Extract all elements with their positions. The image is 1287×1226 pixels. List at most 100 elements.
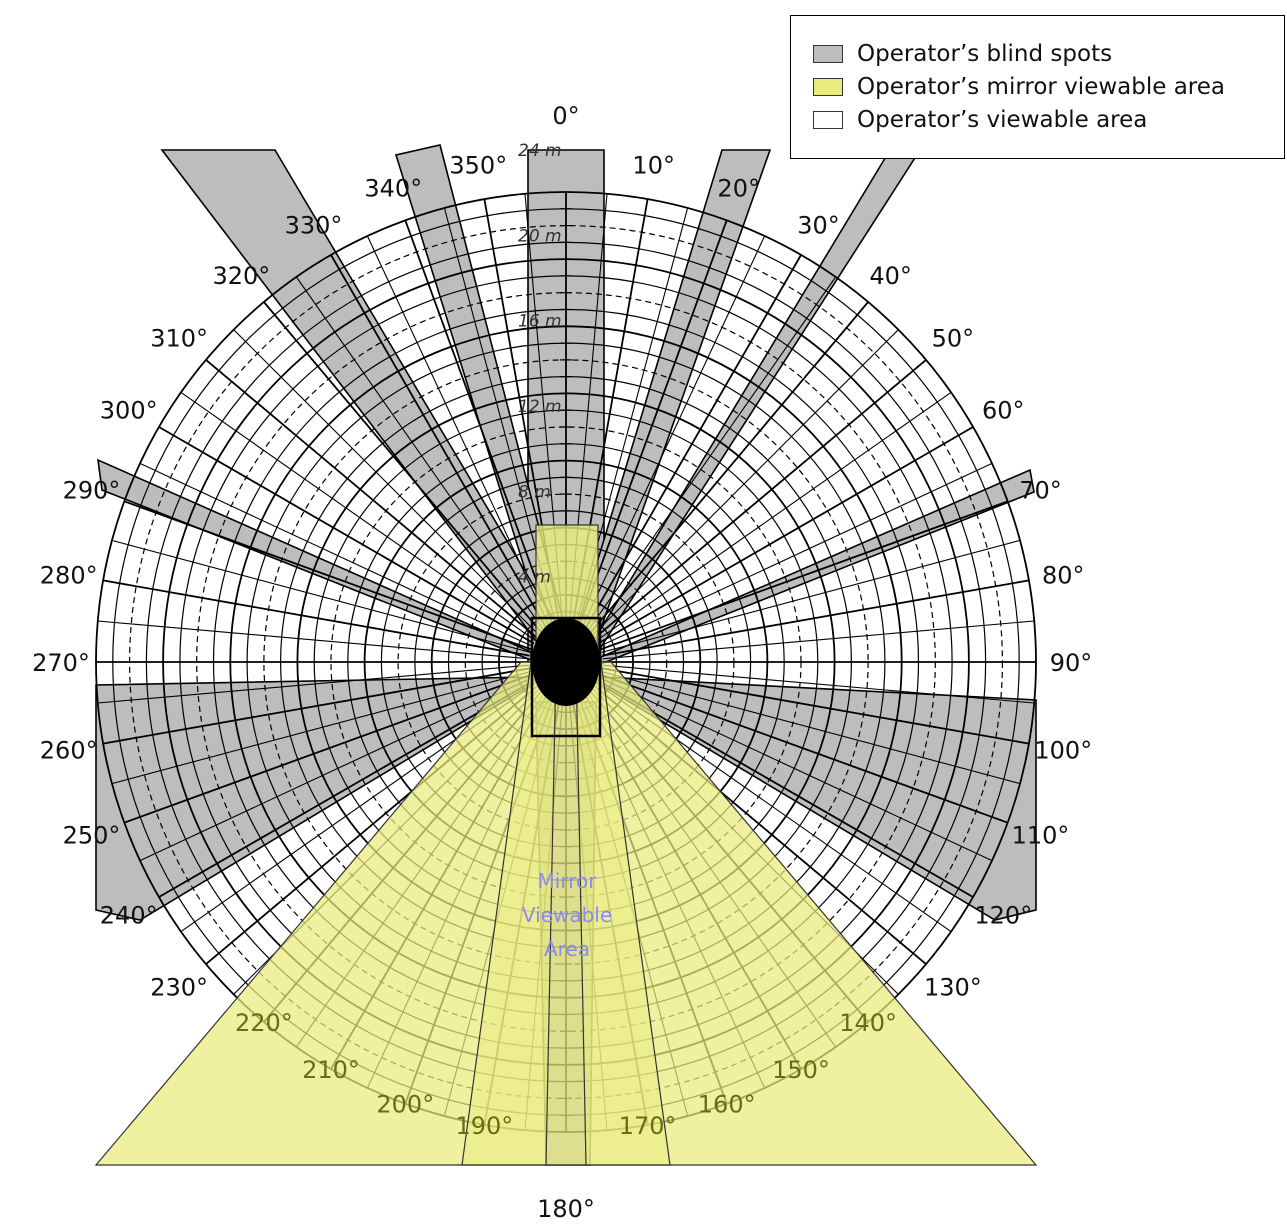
radial-line bbox=[139, 462, 533, 647]
radial-line bbox=[599, 462, 993, 647]
legend-label: Operator’s viewable area bbox=[857, 107, 1148, 133]
angle-label: 180° bbox=[537, 1195, 595, 1223]
angle-labels: 0° 10° 20° 30° 40° 50° 60° 70° 80° 90° 100° 110° 120… bbox=[32, 102, 1092, 1223]
angle-label: 230° bbox=[150, 974, 208, 1002]
angle-label: 210° bbox=[302, 1056, 360, 1084]
radial-line bbox=[366, 235, 551, 629]
radial-line bbox=[600, 500, 1009, 651]
radius-label: 20 m bbox=[518, 226, 562, 246]
angle-label: 90° bbox=[1050, 649, 1093, 677]
radial-line bbox=[583, 254, 802, 631]
angle-label: 120° bbox=[974, 902, 1032, 930]
mirror-viewable-swatch bbox=[813, 78, 843, 96]
angle-label: 10° bbox=[632, 152, 675, 180]
angle-label: 330° bbox=[285, 212, 343, 240]
angle-label: 280° bbox=[40, 561, 98, 589]
angle-label: 310° bbox=[150, 324, 208, 352]
legend-item-viewable: Operator’s viewable area bbox=[813, 102, 1147, 138]
radial-line bbox=[601, 539, 1021, 653]
radial-line bbox=[581, 235, 766, 629]
radial-line bbox=[97, 664, 530, 704]
radial-line bbox=[404, 219, 555, 628]
radial-line bbox=[97, 620, 530, 660]
angle-label: 140° bbox=[839, 1009, 897, 1037]
angle-label: 200° bbox=[376, 1091, 434, 1119]
angle-label: 60° bbox=[982, 397, 1025, 425]
legend-label: Operator’s mirror viewable area bbox=[857, 74, 1225, 100]
radial-line bbox=[602, 620, 1035, 660]
radial-line bbox=[180, 391, 537, 642]
radial-line bbox=[597, 426, 974, 645]
radius-label: 4 m bbox=[518, 568, 551, 588]
mirror-label-word: Area bbox=[544, 937, 590, 961]
radius-label: 12 m bbox=[518, 397, 562, 417]
legend-item-blind-spots: Operator’s blind spots bbox=[813, 36, 1112, 72]
radial-line bbox=[602, 579, 1030, 657]
radial-line bbox=[123, 673, 532, 824]
radial-line bbox=[593, 359, 927, 639]
angle-label: 40° bbox=[869, 262, 912, 290]
radial-line bbox=[102, 667, 530, 745]
radial-line bbox=[597, 679, 974, 898]
angle-label: 170° bbox=[619, 1112, 677, 1140]
radial-line bbox=[263, 301, 543, 635]
viewable-swatch bbox=[813, 111, 843, 129]
radial-line bbox=[102, 579, 530, 657]
angle-label: 70° bbox=[1019, 476, 1062, 504]
mirror-label-word: Viewable bbox=[522, 903, 612, 927]
radial-line bbox=[158, 679, 535, 898]
radius-label: 24 m bbox=[518, 141, 562, 161]
blind-spots-swatch bbox=[813, 45, 843, 63]
radius-labels: 4 m 8 m 12 m 16 m 20 m 24 m bbox=[518, 141, 562, 588]
mirror-viewable-regions bbox=[94, 524, 1038, 1166]
radial-line bbox=[111, 671, 531, 785]
angle-label: 0° bbox=[552, 102, 579, 130]
angle-label: 160° bbox=[698, 1091, 756, 1119]
angle-label: 340° bbox=[364, 175, 422, 203]
radial-line bbox=[589, 301, 869, 635]
radial-line bbox=[602, 667, 1030, 745]
legend-label: Operator’s blind spots bbox=[857, 41, 1113, 67]
radial-line bbox=[600, 673, 1009, 824]
angle-label: 250° bbox=[63, 822, 121, 850]
radial-line bbox=[123, 500, 532, 651]
radial-line bbox=[595, 391, 952, 642]
angle-label: 240° bbox=[100, 902, 158, 930]
angle-label: 290° bbox=[63, 476, 121, 504]
radial-line bbox=[111, 539, 531, 653]
angle-label: 350° bbox=[449, 152, 507, 180]
angle-label: 20° bbox=[717, 175, 760, 203]
angle-label: 30° bbox=[797, 212, 840, 240]
legend-item-mirror-viewable: Operator’s mirror viewable area bbox=[813, 69, 1225, 105]
angle-label: 320° bbox=[212, 262, 270, 290]
mirror-label-word: Mirror bbox=[538, 869, 598, 893]
angle-label: 220° bbox=[235, 1009, 293, 1037]
radial-line bbox=[577, 219, 728, 628]
angle-label: 190° bbox=[455, 1112, 513, 1140]
angle-label: 300° bbox=[100, 397, 158, 425]
angle-label: 150° bbox=[772, 1056, 830, 1084]
machine-center bbox=[532, 618, 600, 706]
radial-line bbox=[591, 329, 899, 637]
mirror-viewable-area-label: Mirror Viewable Area bbox=[522, 869, 612, 961]
radial-line bbox=[599, 677, 993, 862]
radial-line bbox=[205, 359, 539, 639]
angle-label: 130° bbox=[924, 974, 982, 1002]
legend: Operator’s blind spots Operator’s mirror… bbox=[790, 15, 1285, 159]
angle-label: 110° bbox=[1012, 822, 1070, 850]
radial-line bbox=[586, 276, 837, 633]
machine-center bbox=[530, 616, 602, 738]
radius-label: 16 m bbox=[518, 312, 562, 332]
radial-line bbox=[139, 677, 533, 862]
angle-label: 260° bbox=[40, 737, 98, 765]
radial-line bbox=[233, 329, 541, 637]
angle-label: 50° bbox=[932, 324, 975, 352]
radial-line bbox=[602, 664, 1035, 704]
radial-line bbox=[295, 276, 546, 633]
radial-line bbox=[158, 426, 535, 645]
angle-label: 100° bbox=[1034, 737, 1092, 765]
radial-line bbox=[601, 671, 1021, 785]
angle-label: 270° bbox=[32, 649, 90, 677]
angle-label: 80° bbox=[1042, 561, 1085, 589]
